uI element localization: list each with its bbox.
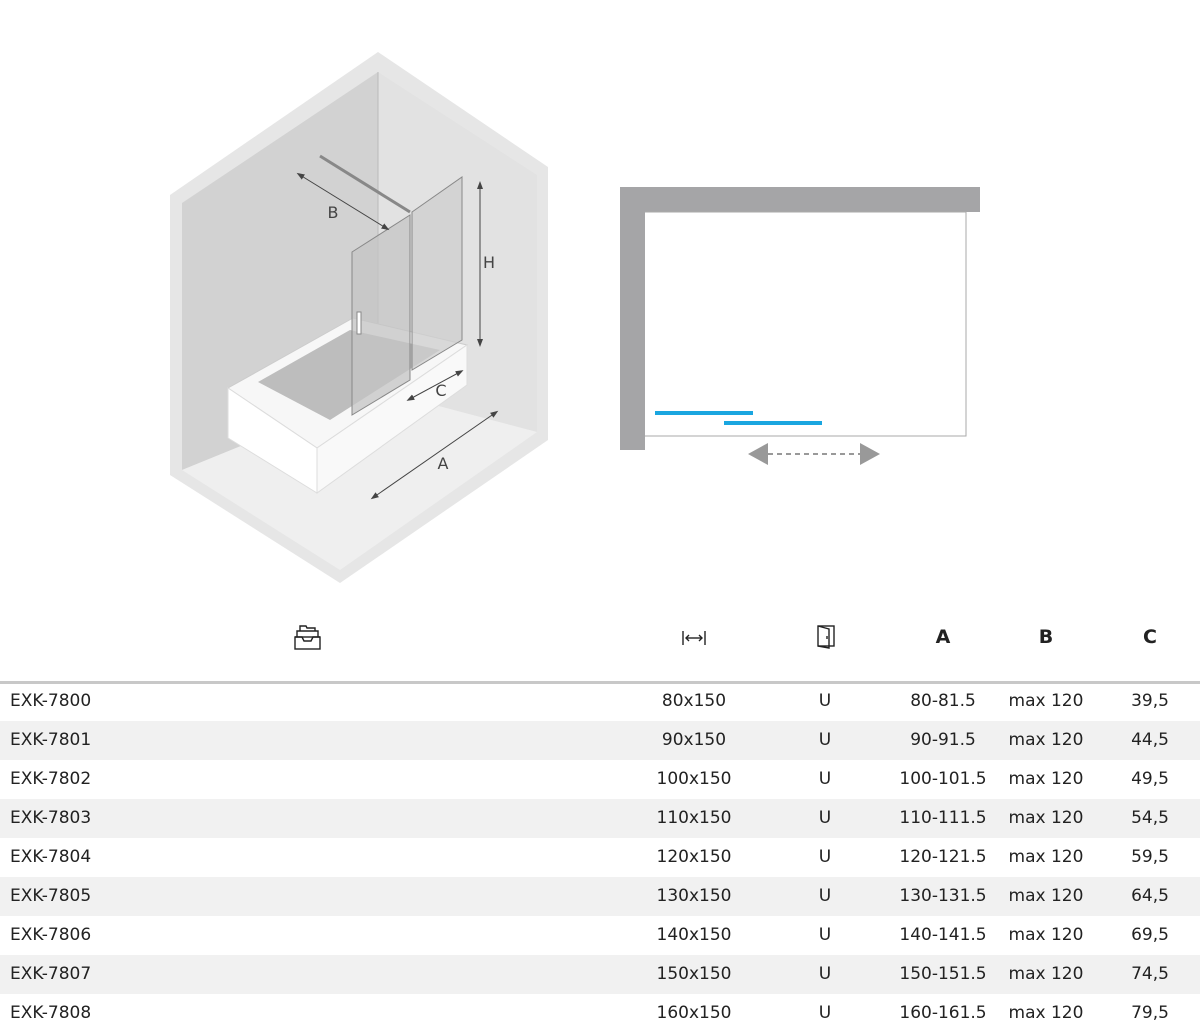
cell-door: U xyxy=(818,808,832,828)
cell-code: EXK-7801 xyxy=(10,730,92,750)
cell-code: EXK-7806 xyxy=(10,925,92,945)
cell-a: 140-141.5 xyxy=(899,925,987,945)
door-icon xyxy=(817,625,835,649)
table-row: EXK-7806 140x150 U 140-141.5 max 120 69,5 xyxy=(0,916,1200,955)
label-a: A xyxy=(438,454,449,473)
cell-c: 69,5 xyxy=(1131,925,1169,945)
glass-panel-fixed xyxy=(411,176,463,371)
table-row: EXK-7800 80x150 U 80-81.5 max 120 39,5 xyxy=(0,682,1200,721)
cell-size: 100x150 xyxy=(656,769,732,789)
header-divider xyxy=(0,681,1200,684)
cell-a: 120-121.5 xyxy=(899,847,987,867)
side-wall xyxy=(620,187,645,450)
cell-door: U xyxy=(818,1003,832,1023)
cell-a: 150-151.5 xyxy=(899,964,987,984)
cell-door: U xyxy=(818,769,832,789)
label-b: B xyxy=(328,203,339,222)
table-row: EXK-7802 100x150 U 100-101.5 max 120 49,5 xyxy=(0,760,1200,799)
table-row: EXK-7801 90x150 U 90-91.5 max 120 44,5 xyxy=(0,721,1200,760)
table-row: EXK-7807 150x150 U 150-151.5 max 120 74,5 xyxy=(0,955,1200,994)
bathtub-outline xyxy=(645,211,967,437)
back-wall xyxy=(620,187,980,212)
cell-b: max 120 xyxy=(1008,925,1084,945)
table-row: EXK-7804 120x150 U 120-121.5 max 120 59,5 xyxy=(0,838,1200,877)
isometric-installation-diagram: B H C A xyxy=(170,52,548,583)
cell-a: 160-161.5 xyxy=(899,1003,987,1023)
cell-size: 140x150 xyxy=(656,925,732,945)
cell-b: max 120 xyxy=(1008,730,1084,750)
door-handle xyxy=(356,311,362,335)
cell-door: U xyxy=(818,925,832,945)
drawer-stack-icon xyxy=(294,625,321,650)
cell-c: 59,5 xyxy=(1131,847,1169,867)
cell-c: 79,5 xyxy=(1131,1003,1169,1023)
label-h: H xyxy=(483,253,495,272)
cell-c: 54,5 xyxy=(1131,808,1169,828)
cell-b: max 120 xyxy=(1008,769,1084,789)
cell-code: EXK-7804 xyxy=(10,847,92,867)
header-b: B xyxy=(1038,626,1054,648)
cell-size: 150x150 xyxy=(656,964,732,984)
table-row: EXK-7805 130x150 U 130-131.5 max 120 64,5 xyxy=(0,877,1200,916)
cell-b: max 120 xyxy=(1008,886,1084,906)
header-c: C xyxy=(1143,626,1157,648)
cell-door: U xyxy=(818,886,832,906)
table-row: EXK-7808 160x150 U 160-161.5 max 120 79,5 xyxy=(0,994,1200,1033)
cell-a: 80-81.5 xyxy=(910,691,976,711)
cell-c: 74,5 xyxy=(1131,964,1169,984)
cell-c: 49,5 xyxy=(1131,769,1169,789)
cell-b: max 120 xyxy=(1008,808,1084,828)
cell-b: max 120 xyxy=(1008,691,1084,711)
cell-door: U xyxy=(818,691,832,711)
cell-c: 39,5 xyxy=(1131,691,1169,711)
cell-door: U xyxy=(818,964,832,984)
cell-b: max 120 xyxy=(1008,1003,1084,1023)
cell-door: U xyxy=(818,730,832,750)
plan-view-diagram xyxy=(620,187,980,465)
cell-a: 110-111.5 xyxy=(899,808,987,828)
cell-size: 160x150 xyxy=(656,1003,732,1023)
cell-a: 100-101.5 xyxy=(899,769,987,789)
cell-door: U xyxy=(818,847,832,867)
label-c: C xyxy=(435,381,446,400)
cell-size: 80x150 xyxy=(661,691,727,711)
cell-code: EXK-7808 xyxy=(10,1003,92,1023)
cell-size: 110x150 xyxy=(656,808,732,828)
cell-code: EXK-7805 xyxy=(10,886,92,906)
cell-a: 90-91.5 xyxy=(910,730,976,750)
width-arrow-icon xyxy=(682,631,706,645)
cell-code: EXK-7800 xyxy=(10,691,92,711)
cell-code: EXK-7807 xyxy=(10,964,92,984)
table-row: EXK-7803 110x150 U 110-111.5 max 120 54,5 xyxy=(0,799,1200,838)
cell-size: 120x150 xyxy=(656,847,732,867)
cell-c: 64,5 xyxy=(1131,886,1169,906)
cell-code: EXK-7802 xyxy=(10,769,92,789)
cell-c: 44,5 xyxy=(1131,730,1169,750)
cell-a: 130-131.5 xyxy=(899,886,987,906)
header-a: A xyxy=(935,626,951,648)
cell-b: max 120 xyxy=(1008,847,1084,867)
cell-size: 130x150 xyxy=(656,886,732,906)
cell-size: 90x150 xyxy=(661,730,727,750)
cell-b: max 120 xyxy=(1008,964,1084,984)
cell-code: EXK-7803 xyxy=(10,808,92,828)
